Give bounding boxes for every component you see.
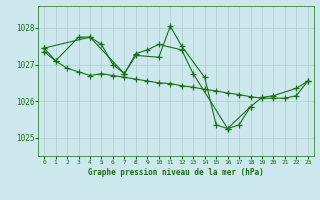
- X-axis label: Graphe pression niveau de la mer (hPa): Graphe pression niveau de la mer (hPa): [88, 168, 264, 177]
